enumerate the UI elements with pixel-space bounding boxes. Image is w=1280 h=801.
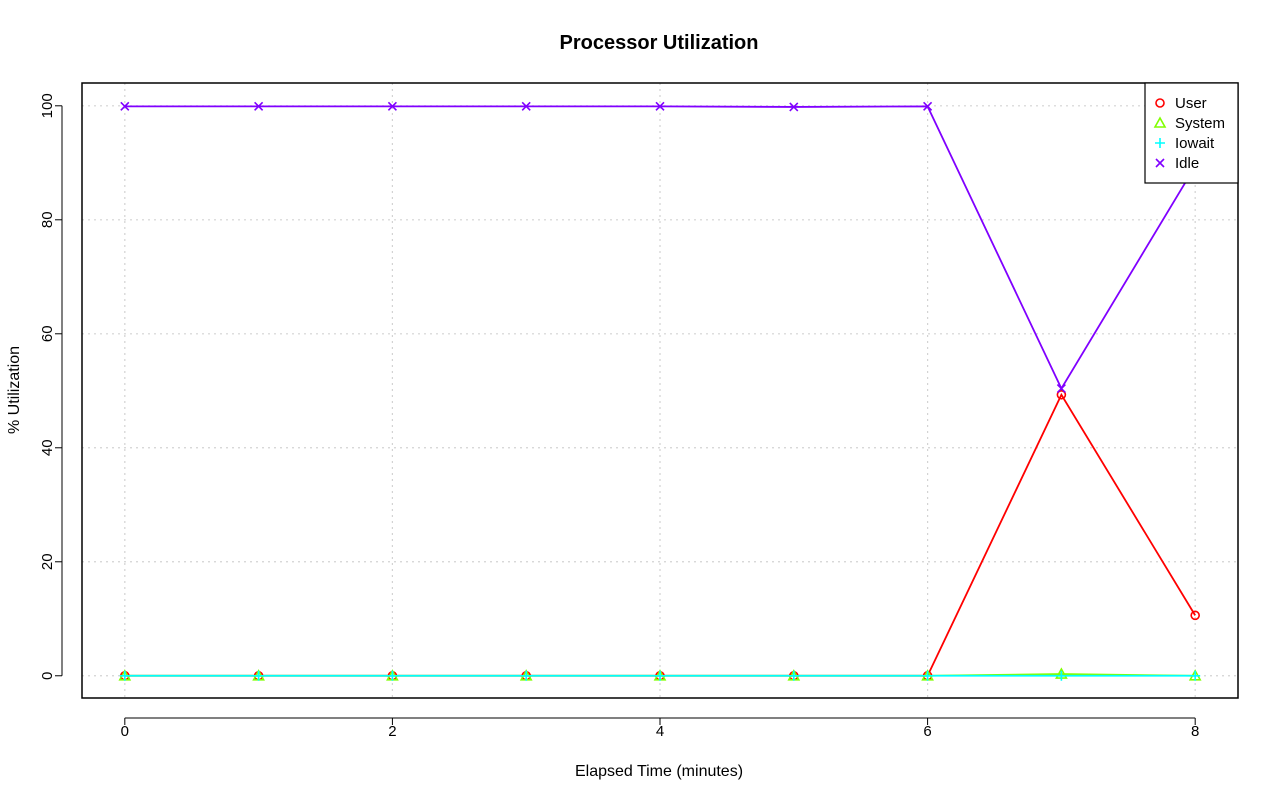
data-point-idle (254, 101, 264, 111)
x-tick-label: 0 (121, 723, 129, 740)
legend: User System Iowait Idle (1144, 82, 1239, 184)
data-point-iowait (1056, 670, 1067, 681)
legend-label-user: User (1175, 95, 1207, 112)
x-axis-label: Elapsed Time (minutes) (575, 763, 743, 780)
plot-frame (81, 82, 1239, 699)
legend-marker-user (1155, 98, 1165, 108)
legend-marker-idle (1155, 158, 1165, 168)
data-point-idle (1056, 383, 1066, 394)
y-tick-label: 20 (39, 553, 56, 570)
y-tick-label: 100 (39, 93, 56, 118)
y-tick-label: 0 (39, 672, 56, 680)
legend-label-idle: Idle (1175, 155, 1199, 172)
data-point-idle (387, 101, 397, 111)
data-point-iowait (253, 670, 264, 681)
data-point-iowait (788, 670, 799, 681)
x-tick-label: 8 (1191, 723, 1199, 740)
data-point-user (1190, 610, 1200, 621)
legend-label-iowait: Iowait (1175, 135, 1215, 152)
legend-marker-system (1153, 116, 1167, 128)
data-point-iowait (119, 670, 130, 681)
y-tick-label: 40 (39, 439, 56, 456)
legend-label-system: System (1175, 115, 1225, 132)
x-axis: 0 2 4 6 8 (121, 717, 1199, 740)
y-tick-label: 60 (39, 325, 56, 342)
series-markers (118, 101, 1202, 681)
data-point-idle (120, 101, 130, 111)
data-point-iowait (387, 670, 398, 681)
x-tick-label: 4 (656, 723, 664, 740)
y-axis-label: % Utilization (6, 346, 23, 434)
y-axis: 0 20 40 60 80 100 (39, 93, 63, 680)
data-point-iowait (655, 670, 665, 681)
data-point-iowait (521, 670, 532, 681)
grid (82, 83, 1238, 698)
legend-marker-iowait (1155, 138, 1165, 148)
data-point-idle (789, 102, 799, 112)
series-line-user (124, 392, 1196, 677)
x-tick-label: 2 (388, 723, 396, 740)
y-tick-label: 80 (39, 211, 56, 228)
series-line-idle (124, 105, 1196, 391)
data-point-iowait (922, 670, 933, 681)
x-tick-label: 6 (923, 723, 931, 740)
data-point-user (1056, 389, 1067, 400)
data-point-idle (923, 101, 933, 111)
data-point-idle (521, 101, 531, 111)
data-point-idle (655, 101, 665, 111)
chart-title: Processor Utilization (560, 32, 759, 54)
data-point-iowait (1190, 670, 1201, 681)
